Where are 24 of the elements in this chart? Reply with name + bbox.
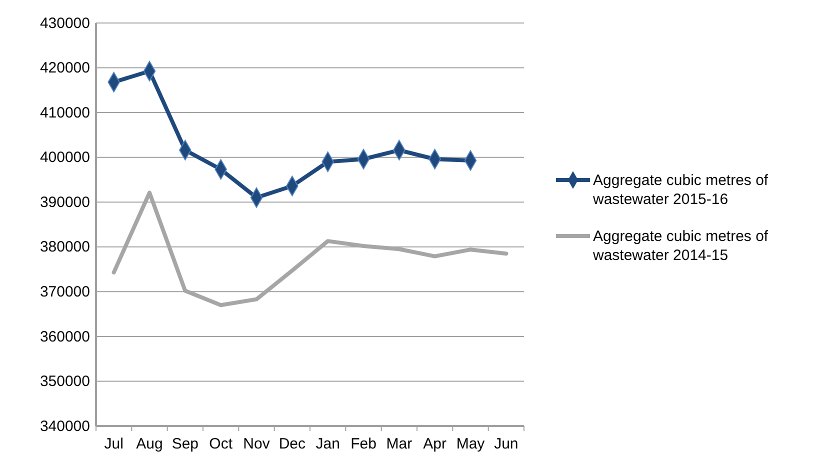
x-tick-label: Jun bbox=[494, 436, 518, 453]
legend-label: Aggregate cubic metres of wastewater 2015-16 bbox=[592, 172, 769, 208]
x-tick-label: Jul bbox=[104, 436, 124, 453]
x-tick-label: Apr bbox=[423, 436, 447, 453]
y-tick-label: 410000 bbox=[40, 104, 90, 122]
x-tick-label: Feb bbox=[350, 436, 376, 453]
y-tick-label: 420000 bbox=[40, 60, 90, 77]
x-tick-label: Mar bbox=[386, 436, 412, 453]
x-tick-label: May bbox=[456, 436, 486, 453]
y-tick-label: 390000 bbox=[40, 194, 90, 211]
y-tick-label: 370000 bbox=[40, 283, 90, 300]
x-tick-label: Nov bbox=[243, 436, 270, 453]
y-tick-label: 400000 bbox=[40, 149, 90, 166]
x-tick-label: Oct bbox=[209, 436, 234, 453]
legend-label: Aggregate cubic metres of wastewater 2014-15 bbox=[592, 228, 769, 264]
y-tick-label: 380000 bbox=[40, 238, 90, 256]
y-tick-label: 350000 bbox=[40, 373, 90, 390]
y-tick-label: 360000 bbox=[40, 328, 90, 346]
x-tick-label: Sep bbox=[172, 436, 199, 453]
y-tick-label: 430000 bbox=[40, 14, 90, 32]
x-tick-label: Dec bbox=[278, 436, 306, 453]
x-tick-label: Jan bbox=[316, 436, 340, 453]
x-tick-label: Aug bbox=[136, 436, 163, 453]
y-tick-label: 340000 bbox=[40, 418, 90, 435]
